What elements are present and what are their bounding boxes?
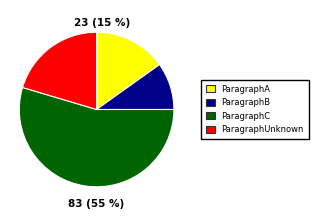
Wedge shape [97, 32, 159, 110]
Text: 31 (20%): 31 (20%) [0, 218, 1, 219]
Wedge shape [97, 65, 174, 110]
Text: 83 (55 %): 83 (55 %) [69, 199, 125, 209]
Text: 23 (15 %): 23 (15 %) [74, 18, 130, 28]
Wedge shape [19, 87, 174, 187]
Text: 15 (10%): 15 (10%) [0, 218, 1, 219]
Wedge shape [23, 32, 97, 110]
Legend: ParagraphA, ParagraphB, ParagraphC, ParagraphUnknown: ParagraphA, ParagraphB, ParagraphC, Para… [201, 80, 308, 139]
